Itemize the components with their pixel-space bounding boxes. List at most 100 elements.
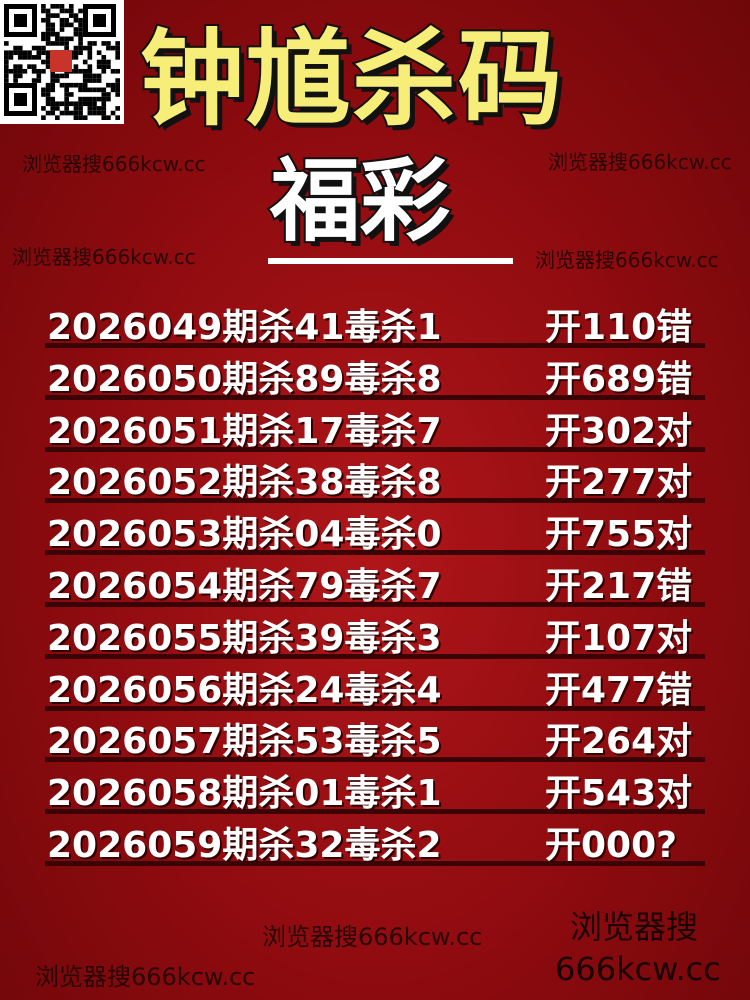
qr-module xyxy=(59,17,65,23)
qr-module xyxy=(110,45,116,51)
qr-module xyxy=(110,82,116,88)
qr-module xyxy=(115,115,120,120)
qr-module xyxy=(78,87,83,93)
qr-module xyxy=(55,78,60,83)
row-underline xyxy=(45,705,705,711)
qr-module xyxy=(45,82,51,88)
qr-module xyxy=(68,8,74,14)
qr-module xyxy=(55,13,60,18)
qr-module xyxy=(87,55,93,60)
qr-module xyxy=(101,87,107,93)
qr-module xyxy=(64,45,69,51)
qr-module xyxy=(17,45,23,51)
qr-module xyxy=(64,8,69,14)
qr-module xyxy=(96,78,102,83)
qr-module xyxy=(115,41,120,46)
row-underline xyxy=(45,757,705,763)
row-underline xyxy=(45,498,705,504)
qr-module xyxy=(4,59,9,65)
qr-module xyxy=(87,68,93,74)
qr-module xyxy=(50,110,56,116)
qr-module xyxy=(68,110,74,116)
qr-module xyxy=(50,41,56,46)
qr-module xyxy=(59,36,65,42)
qr-module xyxy=(110,68,116,74)
qr-module xyxy=(13,45,18,51)
qr-module xyxy=(59,110,65,116)
qr-module xyxy=(45,36,51,42)
row-right: 开277对 xyxy=(545,462,693,504)
qr-module xyxy=(73,68,79,74)
qr-module xyxy=(96,59,102,65)
qr-module xyxy=(55,101,60,107)
qr-module xyxy=(45,64,51,69)
qr-module xyxy=(45,101,51,107)
qr-module xyxy=(101,64,107,69)
qr-module xyxy=(4,55,9,60)
qr-module xyxy=(45,27,51,32)
qr-module xyxy=(68,82,74,88)
row-right: 开107对 xyxy=(545,617,693,659)
row-right: 开477错 xyxy=(545,669,693,711)
qr-module xyxy=(31,45,37,51)
row-left: 2026056期杀24毒杀4 xyxy=(47,669,442,711)
qr-module xyxy=(41,59,46,65)
qr-module xyxy=(45,8,51,14)
qr-module xyxy=(13,78,18,83)
row-right: 开689错 xyxy=(545,358,693,400)
qr-module xyxy=(115,87,120,93)
qr-module xyxy=(64,106,69,111)
qr-module xyxy=(101,92,107,97)
qr-module xyxy=(55,115,60,120)
qr-module xyxy=(78,45,83,51)
qr-module xyxy=(68,101,74,107)
row-left: 2026054期杀79毒杀7 xyxy=(47,566,442,607)
qr-module xyxy=(101,101,107,107)
qr-module xyxy=(68,4,74,9)
title: 钟馗杀码 xyxy=(138,16,565,142)
qr-module xyxy=(50,27,56,32)
qr-module xyxy=(93,14,106,27)
qr-module xyxy=(78,17,83,23)
qr-module xyxy=(92,73,97,79)
qr-module xyxy=(96,106,102,111)
row-left: 2026053期杀04毒杀0 xyxy=(47,514,442,556)
qr-module xyxy=(4,50,9,56)
qr-module xyxy=(73,101,79,107)
qr-module xyxy=(45,13,51,18)
qr-module xyxy=(115,50,120,56)
qr-module xyxy=(78,31,83,37)
qr-module xyxy=(87,41,93,46)
qr-module xyxy=(55,73,60,79)
qr-module xyxy=(41,115,46,120)
qr-module xyxy=(64,17,69,23)
qr-module xyxy=(59,22,65,28)
qr-module xyxy=(82,73,88,79)
qr-module xyxy=(64,92,69,97)
row-underline xyxy=(45,602,705,607)
qr-module xyxy=(50,96,56,102)
watermark: 浏览器搜666kcw.cc xyxy=(12,245,196,269)
qr-module xyxy=(101,106,107,111)
row-left: 2026057期杀53毒杀5 xyxy=(47,721,442,763)
qr-module xyxy=(73,106,79,111)
qr-module xyxy=(59,27,65,32)
qr-module xyxy=(73,55,79,60)
watermark: 浏览器搜666kcw.cc xyxy=(22,152,206,176)
qr-module xyxy=(64,22,69,28)
qr-module xyxy=(27,55,32,60)
qr-module xyxy=(115,68,120,74)
qr-module xyxy=(8,50,14,56)
qr-module xyxy=(87,50,93,56)
qr-module xyxy=(82,101,88,107)
row-left: 2026052期杀38毒杀8 xyxy=(47,462,442,504)
qr-module xyxy=(115,82,120,88)
qr-module xyxy=(106,64,111,69)
qr-module xyxy=(101,115,107,120)
qr-module xyxy=(17,68,23,74)
qr-module xyxy=(59,8,65,14)
qr-module xyxy=(14,14,27,27)
qr-module xyxy=(45,96,51,102)
qr-module xyxy=(45,50,51,56)
